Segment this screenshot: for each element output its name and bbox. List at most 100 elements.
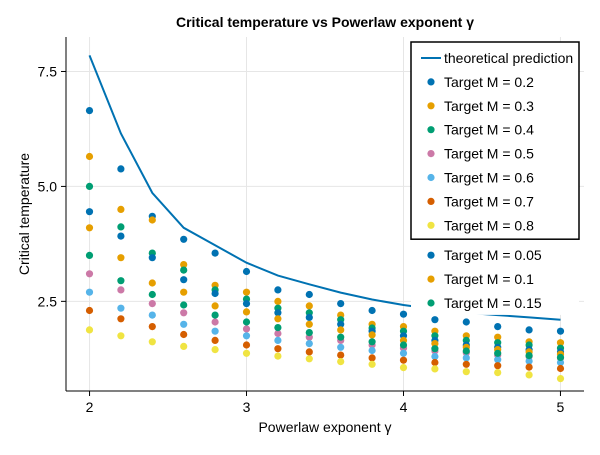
y-tick-label: 7.5 (38, 63, 58, 79)
scatter-point (180, 330, 188, 339)
scatter-point (274, 286, 282, 294)
scatter-point (148, 279, 156, 287)
scatter-point (180, 309, 188, 317)
legend-label: Target M = 0.6 (444, 170, 534, 186)
scatter-point (242, 308, 251, 316)
scatter-point (117, 332, 125, 340)
scatter-point (148, 216, 156, 224)
x-tick-label: 2 (86, 399, 94, 415)
scatter-point (305, 340, 313, 348)
scatter-point (337, 343, 345, 351)
legend-extra-background (411, 239, 579, 315)
scatter-point (462, 360, 470, 368)
scatter-point (85, 251, 94, 259)
scatter-point (525, 371, 533, 379)
scatter-point (525, 326, 533, 334)
y-tick-label: 2.5 (38, 293, 58, 309)
scatter-point (211, 302, 219, 310)
scatter-point (148, 338, 156, 346)
scatter-point (462, 368, 470, 376)
scatter-point (85, 270, 94, 278)
scatter-point (305, 329, 313, 337)
scatter-point (337, 320, 345, 328)
scatter-point (274, 329, 282, 338)
scatter-point (494, 356, 502, 364)
scatter-point (242, 349, 251, 357)
scatter-point (85, 107, 94, 115)
scatter-point (85, 152, 94, 161)
scatter-point (494, 333, 502, 341)
scatter-point (556, 358, 565, 367)
legend-label: Target M = 0.7 (444, 193, 534, 209)
scatter-point (117, 232, 125, 240)
scatter-point (85, 182, 94, 190)
scatter-point (242, 300, 251, 308)
legend-label: Target M = 0.3 (444, 98, 534, 114)
scatter-point (431, 358, 439, 367)
scatter-point (242, 341, 251, 349)
scatter-point (180, 235, 188, 243)
scatter-point (85, 224, 94, 232)
scatter-point (368, 360, 376, 368)
legend-label: theoretical prediction (444, 50, 573, 66)
scatter-point (305, 348, 313, 356)
legend-marker (427, 275, 435, 283)
axes-layer: 2 3 4 5 2.5 5.0 7.5 (38, 37, 584, 415)
scatter-point (117, 254, 125, 262)
scatter-point (180, 320, 188, 328)
scatter-point (399, 364, 408, 372)
scatter-point (305, 302, 313, 310)
scatter-point (556, 364, 565, 373)
scatter-point (494, 349, 502, 357)
scatter-point (148, 290, 156, 299)
scatter-point (556, 327, 565, 335)
scatter-point (337, 333, 345, 341)
scatter-point (368, 354, 376, 362)
scatter-point (337, 300, 345, 308)
scatter-point (337, 358, 345, 366)
legend-label: Target M = 0.05 (444, 247, 542, 263)
scatter-point (274, 336, 282, 344)
scatter-point (117, 205, 125, 213)
legend-marker (427, 102, 435, 110)
scatter-point (368, 331, 376, 339)
scatter-point (274, 309, 282, 317)
scatter-point (556, 339, 565, 347)
x-axis-label: Powerlaw exponent γ (258, 419, 391, 435)
scatter-point (85, 326, 94, 334)
scatter-point (211, 346, 219, 354)
scatter-point (337, 326, 345, 334)
legend-label: Target M = 0.15 (444, 295, 542, 311)
scatter-point (242, 267, 251, 276)
legend-marker (427, 173, 435, 182)
scatter-point (399, 349, 408, 357)
points-layer (85, 107, 565, 383)
legend-marker (427, 197, 435, 205)
scatter-point (211, 311, 219, 319)
scatter-point (305, 320, 313, 328)
scatter-point (305, 355, 313, 363)
scatter-point (399, 341, 408, 349)
legend-marker (427, 299, 435, 307)
scatter-point (368, 306, 376, 315)
scatter-point (211, 318, 219, 326)
scatter-point (242, 288, 251, 296)
legend-label: Target M = 0.1 (444, 271, 534, 287)
scatter-point (556, 375, 565, 383)
scatter-point (180, 266, 188, 274)
legend-marker (427, 251, 435, 259)
legend: theoretical prediction Target M = 0.2 Targ… (410, 41, 580, 315)
scatter-point (305, 290, 313, 299)
scatter-point (148, 323, 156, 331)
y-tick-label: 5.0 (38, 178, 58, 194)
scatter-point (211, 336, 219, 344)
scatter-point (462, 347, 470, 355)
scatter-point (431, 316, 439, 324)
scatter-point (494, 362, 502, 370)
scatter-point (117, 277, 125, 285)
scatter-point (337, 351, 345, 359)
scatter-point (494, 369, 502, 377)
scatter-point (431, 365, 439, 373)
x-tick-label: 5 (557, 399, 565, 415)
scatter-point (274, 324, 282, 332)
